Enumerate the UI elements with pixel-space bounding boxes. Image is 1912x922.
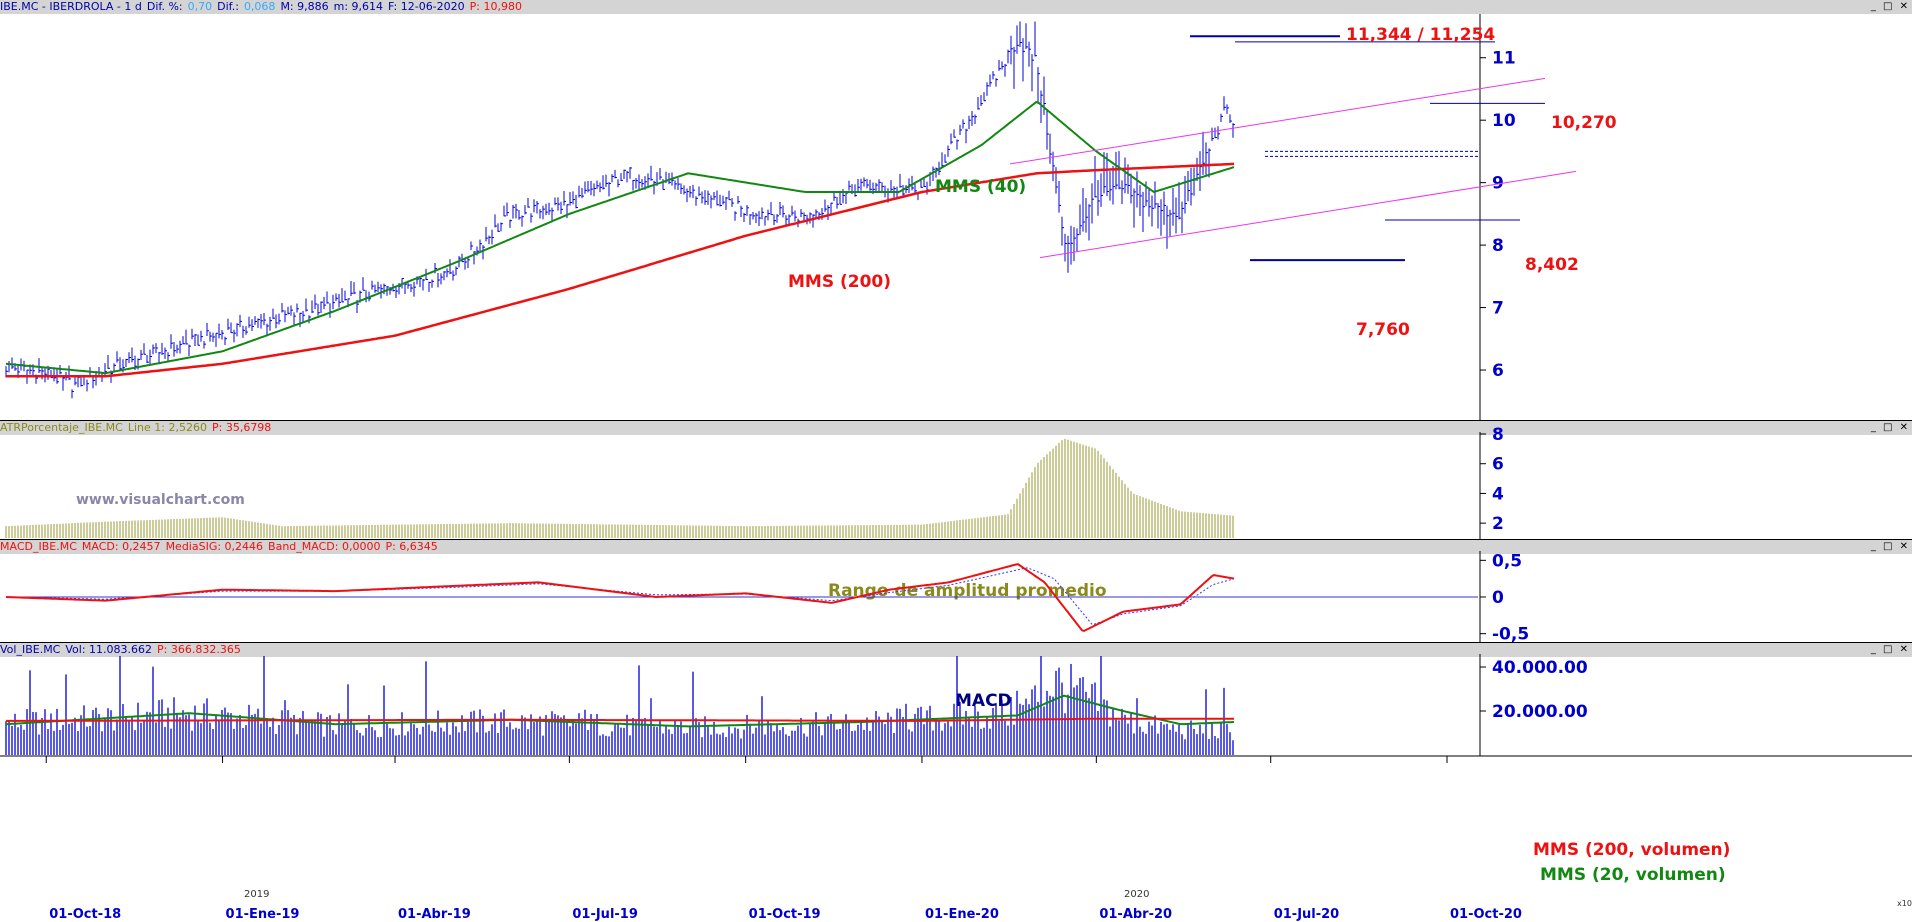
x-tick-label: 01-Jul-20 xyxy=(1274,907,1340,922)
volume-mms20-line xyxy=(5,694,1235,728)
panel-separator xyxy=(0,642,1912,643)
price-y-tick-label: 8 xyxy=(1492,236,1504,256)
volume-mms200-annotation: MMS (200, volumen) xyxy=(1533,840,1730,860)
volume-mms200-line xyxy=(6,717,1234,722)
macd-panel-header: MACD_IBE.MC MACD: 0,2457 MediaSIG: 0,2446 B… xyxy=(0,540,1912,554)
panel-separator xyxy=(0,539,1912,540)
header-field: 0,068 xyxy=(243,0,276,13)
year-label: 2020 xyxy=(1124,889,1149,900)
header-field: M: 9,886 xyxy=(280,0,329,13)
macd-y-tick-label: -0,5 xyxy=(1492,625,1529,645)
header-field: F: 12-06-2020 xyxy=(388,0,465,13)
atr-label: Rango de amplitud promedio xyxy=(828,581,1107,601)
atr-y-tick-label: 2 xyxy=(1492,514,1504,534)
macd-label: MACD xyxy=(955,691,1012,711)
x-tick-label: 01-Oct-19 xyxy=(749,907,821,922)
x-tick-label: 01-Oct-20 xyxy=(1450,907,1522,922)
price-panel-header: IBE.MC - IBERDROLA - 1 d Dif. %: 0,70 Dif.:… xyxy=(0,0,1912,14)
price-window-controls[interactable]: _ □ ✕ xyxy=(1870,1,1910,12)
header-field: MediaSIG: 0,2446 xyxy=(165,540,264,553)
x-tick-label: 01-Ene-19 xyxy=(226,907,300,922)
mms200-line xyxy=(6,162,1235,378)
x-tick-label: 01-Abr-20 xyxy=(1099,907,1172,922)
header-field: P: 6,6345 xyxy=(385,540,438,553)
watermark: www.visualchart.com xyxy=(76,492,245,508)
price-y-tick-label: 7 xyxy=(1492,299,1504,319)
header-field: Band_MACD: 0,0000 xyxy=(268,540,381,553)
header-field: P: 35,6798 xyxy=(211,421,272,434)
x-tick-label: 01-Abr-19 xyxy=(398,907,471,922)
volume-y-tick-label: 40.000.00 xyxy=(1492,658,1588,678)
header-field: P: 366.832.365 xyxy=(157,643,241,656)
atr-y-tick-label: 8 xyxy=(1492,425,1504,445)
atr-y-tick-label: 4 xyxy=(1492,484,1504,504)
channel-upper-line xyxy=(1009,77,1546,165)
header-field: ATRPorcentaje_IBE.MC xyxy=(0,421,123,434)
volume-bars xyxy=(5,656,1234,755)
support-annotation: 8,402 xyxy=(1525,255,1579,275)
header-field: P: 10,980 xyxy=(469,0,522,13)
resistance-annotation: 10,270 xyxy=(1551,113,1617,133)
corner-label: x10 xyxy=(1897,899,1912,908)
high-annotation: 11,344 / 11,254 xyxy=(1346,25,1495,45)
header-field: Vol_IBE.MC xyxy=(0,643,61,656)
atr-bars xyxy=(5,438,1234,538)
macd-y-tick-label: 0 xyxy=(1492,588,1504,608)
macd-signal-line xyxy=(6,567,1235,625)
mms40-annotation: MMS (40) xyxy=(935,177,1026,197)
header-field: m: 9,614 xyxy=(333,0,384,13)
atr-window-controls[interactable]: _ □ ✕ xyxy=(1870,422,1910,433)
x-tick-label: 01-Ene-20 xyxy=(925,907,999,922)
volume-y-tick-label: 20.000.00 xyxy=(1492,702,1588,722)
header-field: IBE.MC - IBERDROLA - 1 d xyxy=(0,0,142,13)
atr-panel-header: ATRPorcentaje_IBE.MC Line 1: 2,5260 P: 35,… xyxy=(0,421,1912,435)
panel-separator xyxy=(0,420,1912,421)
price-y-tick-label: 11 xyxy=(1492,49,1516,69)
macd-line xyxy=(5,563,1235,632)
atr-y-tick-label: 6 xyxy=(1492,455,1504,475)
price-y-tick-label: 6 xyxy=(1492,361,1504,381)
price-y-tick-label: 10 xyxy=(1492,111,1516,131)
price-bars xyxy=(5,21,1235,399)
header-field: Dif. %: xyxy=(146,0,183,13)
mms200-annotation: MMS (200) xyxy=(788,272,891,292)
header-field: Vol: 11.083.662 xyxy=(65,643,153,656)
header-field: MACD_IBE.MC xyxy=(0,540,77,553)
x-tick-label: 01-Jul-19 xyxy=(572,907,638,922)
low-annotation: 7,760 xyxy=(1356,320,1410,340)
macd-y-tick-label: 0,5 xyxy=(1492,551,1522,571)
header-field: 0,70 xyxy=(187,0,213,13)
volume-panel-header: Vol_IBE.MC Vol: 11.083.662 P: 366.832.365 xyxy=(0,643,1912,657)
mms40-line xyxy=(5,101,1235,375)
header-field: MACD: 0,2457 xyxy=(81,540,161,553)
macd-window-controls[interactable]: _ □ ✕ xyxy=(1870,541,1910,552)
volume-mms20-annotation: MMS (20, volumen) xyxy=(1540,865,1726,885)
volume-window-controls[interactable]: _ □ ✕ xyxy=(1870,644,1910,655)
x-tick-label: 01-Oct-18 xyxy=(49,907,121,922)
header-field: Line 1: 2,5260 xyxy=(127,421,207,434)
year-label: 2019 xyxy=(244,889,269,900)
header-field: Dif.: xyxy=(217,0,239,13)
channel-lower-line xyxy=(1039,170,1577,259)
